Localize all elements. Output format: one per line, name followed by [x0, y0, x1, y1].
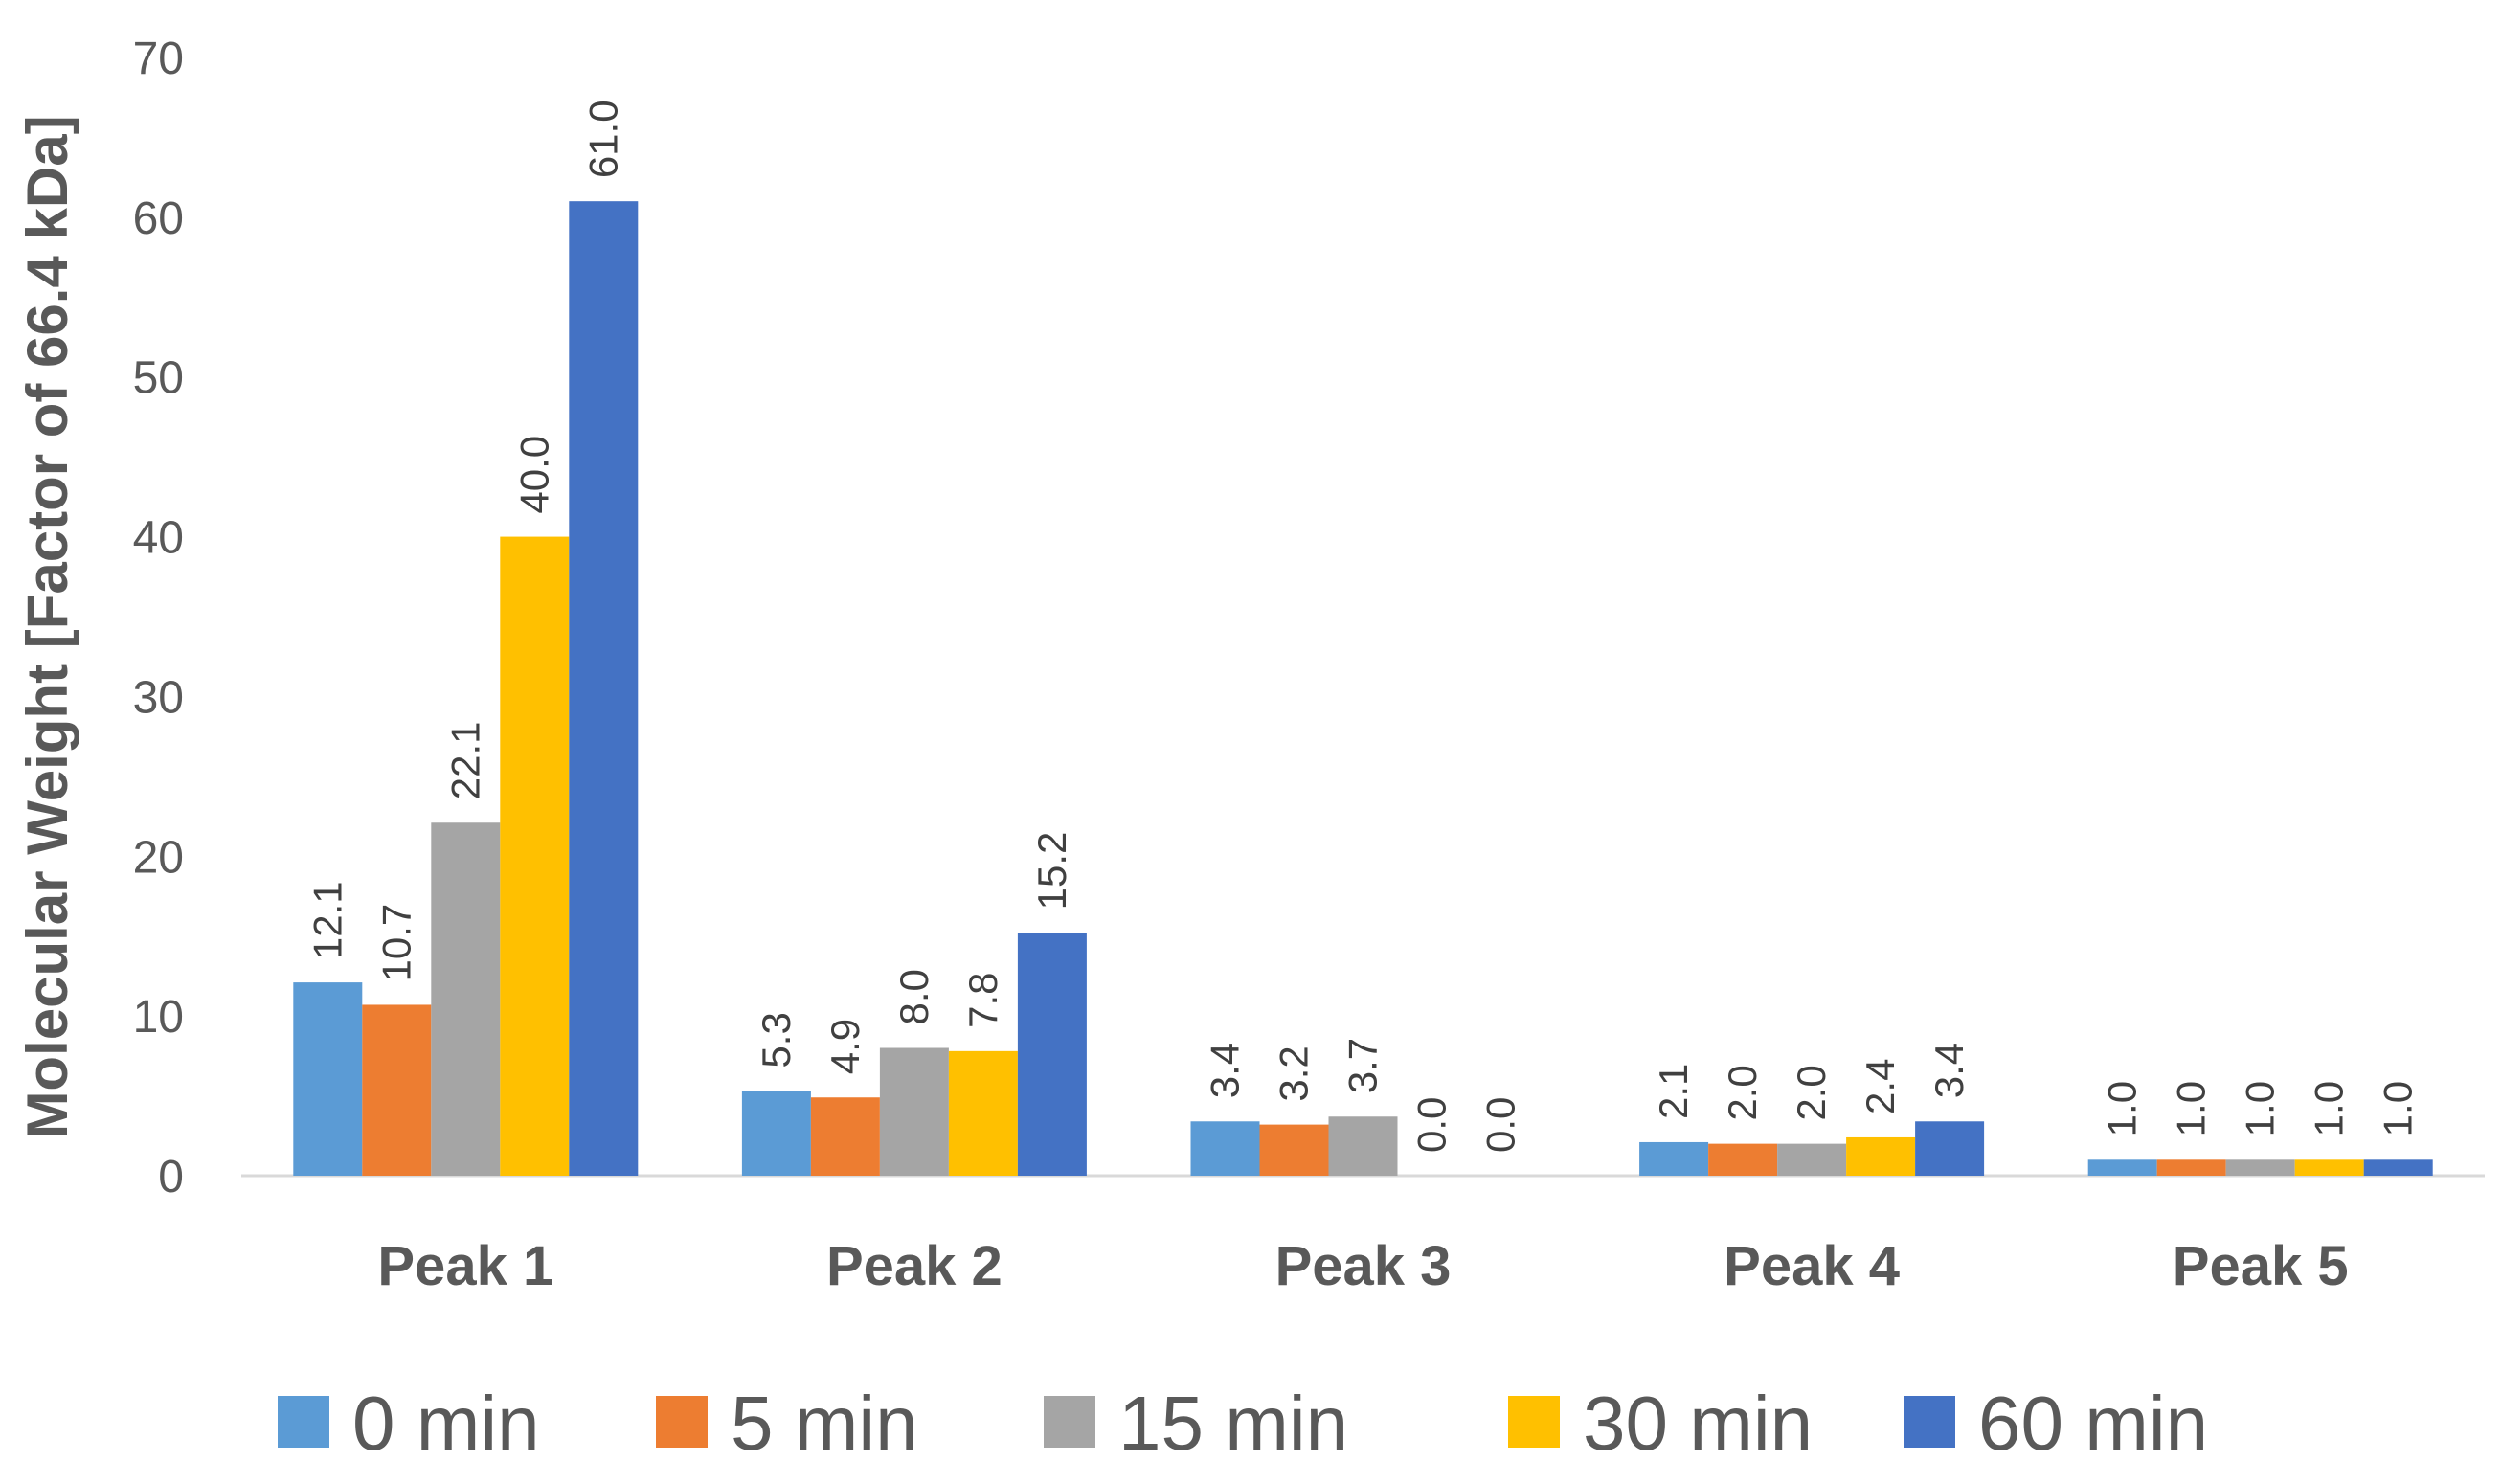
- y-tick-label: 0: [158, 1152, 184, 1203]
- bar: [948, 1050, 1018, 1176]
- bar: [1915, 1121, 1985, 1176]
- data-label: 4.9: [823, 1019, 868, 1074]
- data-label: 2.0: [1789, 1065, 1834, 1120]
- legend-label: 30 min: [1583, 1381, 1813, 1466]
- y-tick-label: 70: [133, 34, 184, 84]
- bars: [293, 201, 2433, 1176]
- bar: [2087, 1159, 2157, 1176]
- legend-swatch: [1904, 1396, 1955, 1448]
- legend: 0 min 5 min 15 min 30 min 60 min: [278, 1381, 2208, 1466]
- data-label: 1.0: [2100, 1081, 2145, 1136]
- y-tick-label: 20: [133, 832, 184, 883]
- data-label: 2.0: [1720, 1065, 1765, 1120]
- data-label: 1.0: [2169, 1081, 2214, 1136]
- data-label: 2.1: [1651, 1064, 1696, 1119]
- bar: [2363, 1159, 2433, 1176]
- data-label: 1.0: [2376, 1081, 2421, 1136]
- legend-swatch: [1044, 1396, 1095, 1448]
- data-label: 3.4: [1203, 1043, 1248, 1098]
- bar: [500, 536, 570, 1176]
- bar: [1259, 1124, 1329, 1176]
- legend-label: 0 min: [352, 1381, 540, 1466]
- bar: [362, 1004, 432, 1176]
- bar: [431, 822, 501, 1176]
- data-label: 1.0: [2238, 1081, 2283, 1136]
- x-tick-label: Peak 3: [1275, 1235, 1452, 1297]
- bar: [1846, 1136, 1916, 1176]
- data-label: 7.8: [960, 972, 1005, 1027]
- data-label: 12.1: [304, 881, 349, 959]
- data-label: 2.4: [1858, 1059, 1903, 1114]
- legend-swatch: [278, 1396, 329, 1448]
- bar: [810, 1097, 880, 1176]
- x-tick-label: Peak 5: [2173, 1235, 2349, 1297]
- data-label: 15.2: [1029, 832, 1074, 911]
- bar: [569, 201, 639, 1176]
- data-label: 3.2: [1272, 1046, 1317, 1101]
- bar: [2294, 1159, 2364, 1176]
- y-tick-label: 40: [133, 513, 184, 564]
- y-tick-label: 60: [133, 193, 184, 244]
- legend-label: 15 min: [1118, 1381, 1348, 1466]
- legend-label: 5 min: [731, 1381, 918, 1466]
- bar: [1708, 1143, 1778, 1176]
- bar: [293, 982, 363, 1176]
- bar: [1639, 1141, 1709, 1176]
- legend-swatch: [1508, 1396, 1560, 1448]
- bar: [879, 1047, 949, 1176]
- y-axis-label: Molecular Weight [Factor of 66.4 kDa]: [15, 115, 79, 1138]
- data-label: 61.0: [580, 100, 625, 178]
- data-label: 1.0: [2307, 1081, 2352, 1136]
- y-tick-label: 10: [133, 992, 184, 1043]
- x-tick-label: Peak 1: [377, 1235, 553, 1297]
- bar: [1328, 1116, 1398, 1176]
- legend-label: 60 min: [1978, 1381, 2208, 1466]
- bar: [1777, 1143, 1847, 1176]
- data-label: 8.0: [891, 969, 936, 1024]
- data-label: 5.3: [754, 1012, 799, 1068]
- data-label: 40.0: [511, 436, 556, 514]
- bar: [1190, 1121, 1260, 1176]
- x-tick-label: Peak 2: [826, 1235, 1003, 1297]
- y-axis-ticks: 0 10 20 30 40 50 60 70: [133, 34, 184, 1203]
- bar: [1017, 933, 1087, 1176]
- x-tick-label: Peak 4: [1724, 1235, 1900, 1297]
- data-label: 3.4: [1927, 1043, 1972, 1098]
- data-label: 22.1: [442, 721, 487, 799]
- bar: [2156, 1159, 2226, 1176]
- data-labels: 12.1 10.7 22.1 40.0 61.0 5.3 4.9 8.0 7.8 15.2 3.4 3…: [304, 100, 2420, 1153]
- data-label: 0.0: [1478, 1097, 1523, 1153]
- bar: [2225, 1159, 2295, 1176]
- data-label: 0.0: [1409, 1097, 1454, 1153]
- y-tick-label: 30: [133, 672, 184, 723]
- legend-swatch: [656, 1396, 708, 1448]
- x-axis-ticks: Peak 1 Peak 2 Peak 3 Peak 4 Peak 5: [377, 1235, 2348, 1297]
- data-label: 10.7: [373, 904, 418, 982]
- y-tick-label: 50: [133, 353, 184, 404]
- bar: [741, 1091, 811, 1176]
- data-label: 3.7: [1341, 1038, 1386, 1093]
